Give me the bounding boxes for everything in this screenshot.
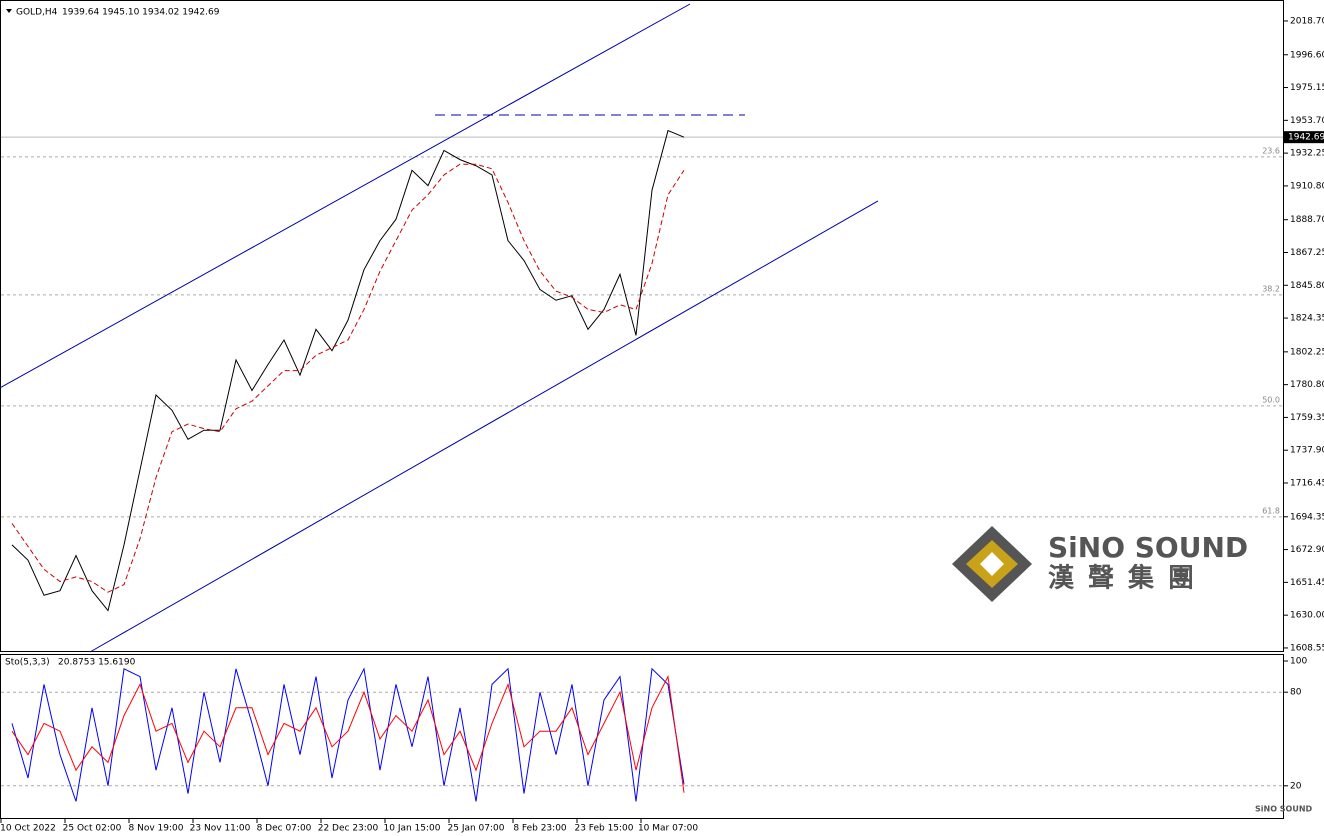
fib-label: 23.6	[1262, 146, 1280, 155]
y-tick-label: 1737.90	[1290, 446, 1324, 456]
fib-label: 61.8	[1262, 506, 1280, 515]
sto-title: Sto(5,3,3)	[5, 658, 50, 668]
symbol: GOLD,H4	[16, 8, 58, 18]
y-tick-label: 1608.55	[1290, 643, 1324, 653]
x-tick-label: 22 Dec 23:00	[318, 824, 379, 834]
sto-readout: 20.8753 15.6190	[58, 658, 136, 668]
ohlc: 1939.64 1945.10 1934.02 1942.69	[62, 8, 220, 18]
x-tick-label: 25 Oct 02:00	[63, 824, 122, 834]
y-tick-label: 1651.45	[1290, 578, 1324, 588]
y-tick-label: 2018.70	[1290, 16, 1324, 26]
trendline	[0, 3, 691, 389]
y-tick-label: 1759.35	[1290, 413, 1324, 423]
brand-chinese: 漢聲集團	[1048, 563, 1208, 594]
x-tick-label: 10 Jan 15:00	[384, 824, 441, 834]
menu-arrow[interactable]	[6, 9, 12, 13]
fib-label: 50.0	[1262, 395, 1280, 404]
x-tick-label: 8 Nov 19:00	[129, 824, 184, 834]
y-tick-label: 100	[1290, 657, 1307, 667]
y-tick-label: 1672.90	[1290, 545, 1324, 555]
y-tick-label: 1888.70	[1290, 215, 1324, 225]
y-tick-label: 1845.80	[1290, 281, 1324, 291]
x-tick-label: 10 Oct 2022	[0, 824, 56, 834]
series-line	[11, 674, 685, 793]
series-line	[11, 163, 685, 593]
x-tick-label: 23 Nov 11:00	[190, 824, 251, 834]
y-tick-label: 1780.80	[1290, 380, 1324, 390]
y-tick-label: 1824.35	[1290, 314, 1324, 324]
y-tick-label: 1932.25	[1290, 149, 1324, 159]
y-tick-label: 80	[1290, 688, 1302, 698]
sub-frame	[0, 654, 1284, 819]
x-tick-label: 23 Feb 15:00	[574, 824, 633, 834]
x-tick-label: 8 Dec 07:00	[257, 824, 312, 834]
fib-label: 38.2	[1262, 284, 1280, 293]
y-tick-label: 1910.80	[1290, 181, 1324, 191]
y-tick-label: 1867.25	[1290, 248, 1324, 258]
series-line	[11, 129, 685, 612]
series-line	[11, 667, 685, 802]
main-frame	[0, 0, 1284, 652]
y-tick-label: 1953.70	[1290, 116, 1324, 126]
x-tick-label: 25 Jan 07:00	[448, 824, 505, 834]
x-tick-label: 8 Feb 23:00	[513, 824, 567, 834]
y-tick-label: 1630.00	[1290, 611, 1324, 621]
last-price-label: 1942.69	[1288, 133, 1324, 143]
y-tick-label: 1716.45	[1290, 479, 1324, 489]
logo: SiNO SOUND 漢聲集團 SiNO SOUND	[952, 526, 1313, 814]
x-tick-label: 10 Mar 07:00	[638, 824, 698, 834]
y-tick-label: 1996.60	[1290, 50, 1324, 60]
y-tick-label: 1802.25	[1290, 347, 1324, 357]
small-brand: SiNO SOUND	[1255, 805, 1313, 814]
trendline	[89, 200, 879, 653]
y-tick-label: 1694.35	[1290, 512, 1324, 522]
brand: SiNO SOUND	[1048, 531, 1248, 564]
last-price-box	[1284, 131, 1324, 144]
y-tick-label: 1975.15	[1290, 83, 1324, 93]
y-tick-label: 20	[1290, 781, 1302, 791]
